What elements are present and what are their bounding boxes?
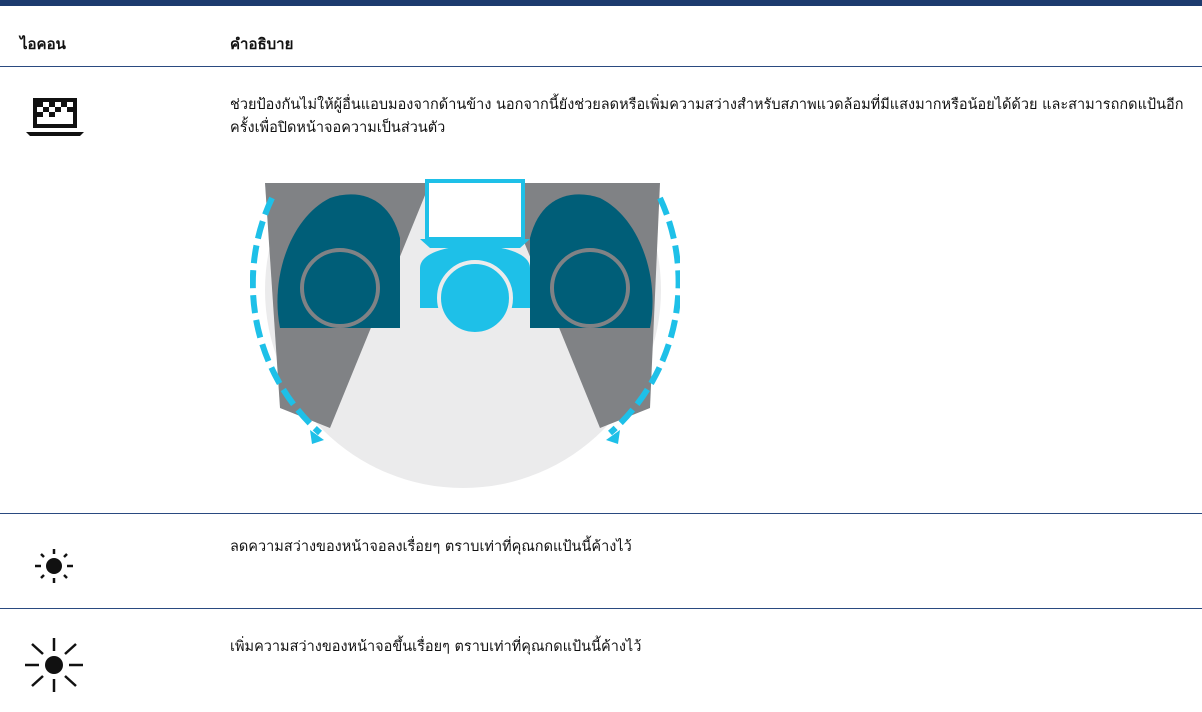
brightness-up-icon <box>25 638 83 692</box>
description: ลดความสว่างของหน้าจอลงเรื่อยๆ ตราบเท่าที… <box>230 539 632 555</box>
privacy-icon <box>26 98 84 136</box>
brightness-down-icon <box>35 549 73 583</box>
divider <box>0 513 1202 514</box>
divider <box>0 608 1202 609</box>
header-icon: ไอคอน <box>20 35 66 53</box>
top-bar <box>0 0 1202 6</box>
description: เพิ่มความสว่างของหน้าจอขึ้นเรื่อยๆ ตราบเ… <box>230 639 642 655</box>
header-description: คำอธิบาย <box>230 35 294 53</box>
divider <box>0 66 1202 67</box>
description: ช่วยป้องกันไม่ให้ผู้อื่นแอบมองจากด้านข้า… <box>230 97 1184 136</box>
privacy-illustration <box>250 179 680 488</box>
